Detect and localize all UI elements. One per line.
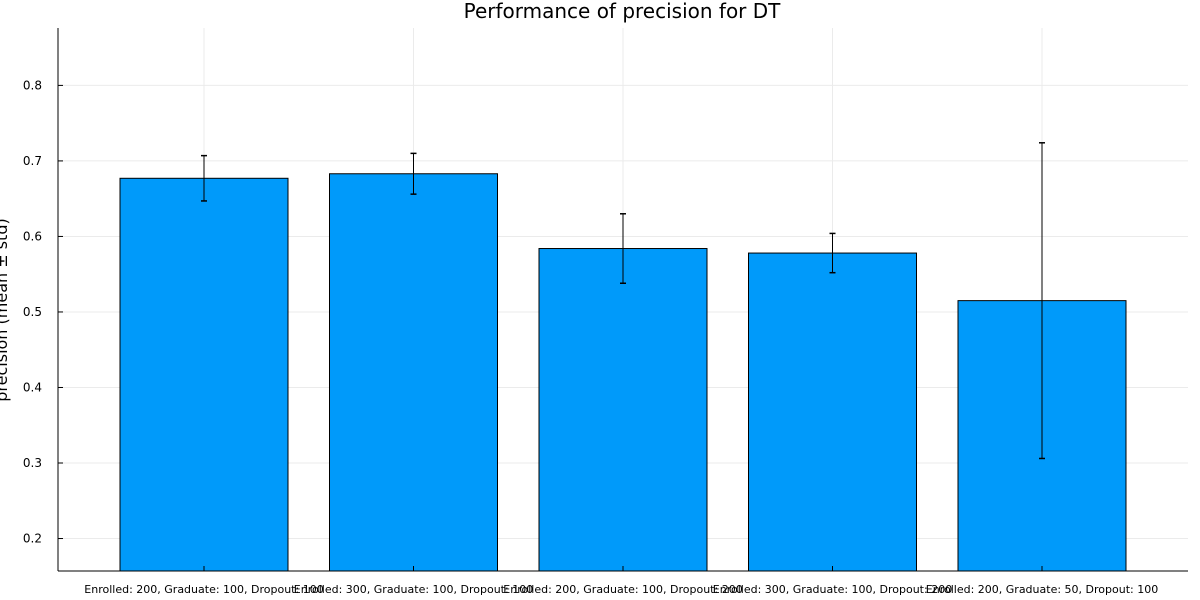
- error-bar: [829, 232, 836, 274]
- x-tick-label: Enrolled: 300, Graduate: 100, Dropout: 1…: [294, 583, 533, 596]
- y-tick-label: 0.6: [23, 229, 42, 243]
- y-tick-label: 0.4: [23, 380, 42, 394]
- y-tick-label: 0.8: [23, 78, 42, 92]
- error-bar: [201, 154, 207, 202]
- y-tick-label: 0.5: [23, 305, 42, 319]
- error-bar: [620, 213, 626, 285]
- bar: [329, 173, 498, 572]
- y-tick-label: 0.2: [23, 532, 42, 546]
- y-tick-label: 0.7: [23, 154, 42, 168]
- bar: [538, 248, 708, 572]
- y-tick-labels: 0.2 0.3 0.4 0.5 0.6 0.7 0.8: [23, 78, 63, 546]
- y-axis-label: precision (mean ± std): [0, 218, 11, 401]
- bar: [119, 177, 289, 572]
- y-tick-label: 0.3: [23, 456, 42, 470]
- bar: [748, 252, 917, 572]
- error-bar: [1039, 142, 1045, 460]
- error-bars: [201, 142, 1045, 460]
- x-tick-labels: Enrolled: 200, Graduate: 100, Dropout: 1…: [84, 566, 1158, 596]
- x-tick-label: Enrolled: 200, Graduate: 100, Dropout: 1…: [84, 583, 323, 596]
- error-bar: [410, 152, 417, 195]
- chart-title: Performance of precision for DT: [464, 0, 782, 23]
- x-tick-label: Enrolled: 300, Graduate: 100, Dropout: 2…: [713, 583, 952, 596]
- x-tick-label: Enrolled: 200, Graduate: 50, Dropout: 10…: [926, 583, 1158, 596]
- x-tick-label: Enrolled: 200, Graduate: 100, Dropout: 2…: [503, 583, 742, 596]
